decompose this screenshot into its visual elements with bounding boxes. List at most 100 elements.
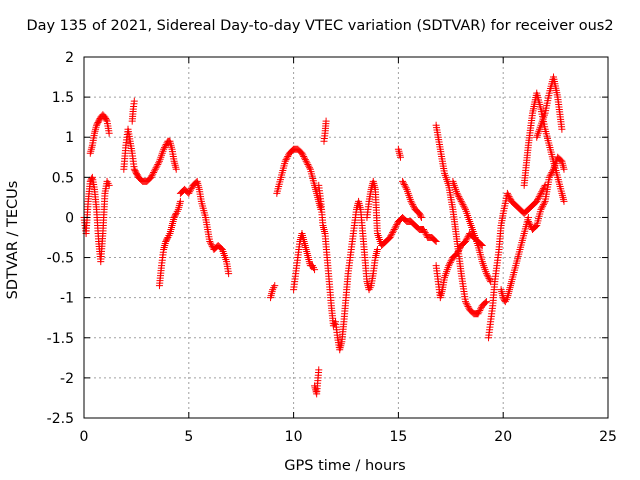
data-point bbox=[225, 270, 233, 278]
data-point bbox=[373, 246, 381, 254]
data-point bbox=[390, 225, 398, 233]
data-point bbox=[306, 164, 314, 172]
y-tick-label: -2.5 bbox=[47, 411, 74, 427]
data-point bbox=[217, 245, 225, 253]
data-point bbox=[151, 165, 159, 173]
data-point bbox=[533, 197, 541, 205]
data-point bbox=[526, 221, 534, 229]
x-tick-label: 0 bbox=[80, 429, 89, 445]
x-tick-label: 20 bbox=[494, 429, 512, 445]
data-point bbox=[464, 302, 472, 310]
data-point bbox=[301, 156, 309, 164]
data-point bbox=[461, 298, 469, 306]
data-point bbox=[457, 197, 465, 205]
data-point bbox=[387, 232, 395, 240]
x-axis-label: GPS time / hours bbox=[284, 458, 406, 474]
data-point bbox=[505, 193, 513, 201]
data-point bbox=[549, 167, 557, 175]
y-tick-label: 1.5 bbox=[52, 90, 74, 106]
data-point bbox=[417, 212, 425, 220]
data-point bbox=[407, 197, 415, 205]
data-point bbox=[463, 234, 471, 242]
data-point bbox=[150, 169, 158, 177]
data-point bbox=[445, 262, 453, 270]
data-point bbox=[150, 167, 158, 175]
data-point bbox=[463, 301, 471, 309]
data-point bbox=[284, 152, 292, 160]
y-tick-label: -1 bbox=[60, 291, 74, 307]
data-point bbox=[187, 185, 195, 193]
data-point bbox=[396, 153, 404, 161]
data-point bbox=[281, 157, 289, 165]
data-point bbox=[149, 170, 157, 178]
data-point bbox=[302, 157, 310, 165]
data-point bbox=[557, 156, 565, 164]
data-point bbox=[402, 184, 410, 192]
data-point bbox=[532, 222, 540, 230]
data-point bbox=[540, 199, 548, 207]
data-point bbox=[545, 173, 553, 181]
data-point bbox=[303, 159, 311, 167]
data-point bbox=[504, 191, 512, 199]
data-point bbox=[105, 181, 113, 189]
data-point bbox=[546, 172, 554, 180]
data-point bbox=[421, 229, 429, 237]
data-point bbox=[186, 186, 194, 194]
data-point bbox=[409, 202, 417, 210]
data-point bbox=[431, 237, 439, 245]
data-point bbox=[391, 224, 399, 232]
data-point bbox=[152, 164, 160, 172]
y-tick-label: 2 bbox=[65, 50, 74, 66]
data-point bbox=[474, 310, 482, 318]
x-tick-label: 5 bbox=[184, 429, 193, 445]
data-point bbox=[456, 194, 464, 202]
data-point bbox=[476, 307, 484, 315]
data-point bbox=[389, 229, 397, 237]
data-point bbox=[311, 266, 319, 274]
axis-ticks: 2 1.5 1 0.5 0 -0.5 -1 -1.5 -2 -2.5 0 5 10 15 20 25 bbox=[47, 50, 617, 445]
data-point bbox=[485, 274, 493, 282]
data-point bbox=[503, 189, 511, 197]
data-point bbox=[315, 366, 323, 374]
data-point bbox=[536, 191, 544, 199]
data-point bbox=[176, 197, 184, 205]
grid bbox=[84, 57, 608, 418]
data-point bbox=[105, 129, 113, 137]
data-point bbox=[447, 257, 455, 265]
y-tick-label: -0.5 bbox=[47, 251, 74, 267]
data-point bbox=[446, 260, 454, 268]
data-point bbox=[539, 185, 547, 193]
data-point bbox=[401, 182, 409, 190]
data-point bbox=[456, 196, 464, 204]
data-point bbox=[484, 273, 492, 281]
data-point bbox=[160, 145, 168, 153]
data-point bbox=[206, 238, 214, 246]
data-point bbox=[539, 202, 547, 210]
data-point bbox=[560, 165, 568, 173]
data-point bbox=[300, 154, 308, 162]
data-point bbox=[399, 177, 407, 185]
data-points bbox=[80, 73, 568, 398]
data-point bbox=[388, 230, 396, 238]
data-point bbox=[539, 201, 547, 209]
data-point bbox=[560, 197, 568, 205]
data-point bbox=[537, 205, 545, 213]
data-point bbox=[524, 217, 532, 225]
data-point bbox=[207, 241, 215, 249]
data-point bbox=[400, 181, 408, 189]
data-point bbox=[305, 162, 313, 170]
data-point bbox=[300, 152, 308, 160]
data-point bbox=[482, 270, 490, 278]
data-point bbox=[282, 156, 290, 164]
data-point bbox=[539, 186, 547, 194]
data-point bbox=[155, 159, 163, 167]
data-point bbox=[461, 204, 469, 212]
data-point bbox=[409, 201, 417, 209]
y-tick-label: 0.5 bbox=[52, 170, 74, 186]
data-point bbox=[460, 202, 468, 210]
data-point bbox=[486, 276, 494, 284]
data-point bbox=[446, 258, 454, 266]
data-point bbox=[420, 227, 428, 235]
data-point bbox=[88, 175, 96, 183]
